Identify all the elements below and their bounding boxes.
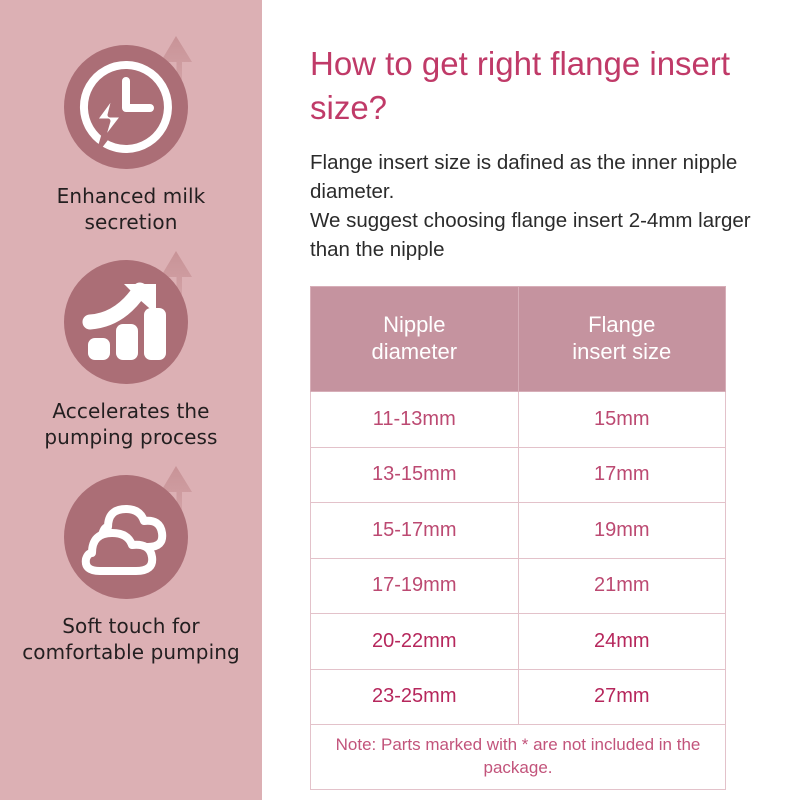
cell-nipple-diameter: 20-22mm <box>310 613 519 670</box>
cloud-icon <box>81 505 167 576</box>
feature-label: Accelerates the pumping process <box>44 399 218 449</box>
cell-flange-insert-size: 19mm <box>517 502 726 559</box>
table-row: 11-13mm 15mm <box>310 391 726 448</box>
feature-accelerates-pumping: Accelerates the pumping process <box>0 245 262 450</box>
table-row: 23-25mm 27mm <box>310 668 726 725</box>
column-header-flange-insert-size: Flange insert size <box>517 286 726 392</box>
table-header: Nipple diameter Flange insert size <box>310 286 726 392</box>
column-header-nipple-diameter: Nipple diameter <box>310 286 519 392</box>
feature-icon-wrap <box>46 460 216 610</box>
cell-nipple-diameter: 17-19mm <box>310 557 519 614</box>
content-panel: How to get right flange insert size? Fla… <box>262 0 800 800</box>
cell-flange-insert-size: 17mm <box>517 446 726 503</box>
upward-arrow-icon <box>160 36 192 125</box>
intro-paragraph: Flange insert size is dafined as the inn… <box>310 151 751 262</box>
page-title: How to get right flange insert size? <box>310 45 731 126</box>
feature-enhanced-milk-secretion: Enhanced milk secretion <box>0 30 262 235</box>
growth-chart-arrow-icon <box>82 282 166 361</box>
cell-flange-insert-size: 21mm <box>517 557 726 614</box>
cell-nipple-diameter: 15-17mm <box>310 502 519 559</box>
feature-label: Soft touch for comfortable pumping <box>22 614 240 664</box>
table-row: 17-19mm 21mm <box>310 557 726 614</box>
cell-flange-insert-size: 27mm <box>517 668 726 725</box>
upward-arrow-icon <box>160 466 192 556</box>
feature-label: Enhanced milk secretion <box>56 184 206 234</box>
features-sidebar: Enhanced milk secretion <box>0 0 262 800</box>
table-row: 20-22mm 24mm <box>310 613 726 670</box>
cell-flange-insert-size: 15mm <box>517 391 726 448</box>
table-body: 11-13mm 15mm 13-15mm 17mm 15-17mm 19mm 1… <box>310 391 726 725</box>
table-header-row: Nipple diameter Flange insert size <box>310 286 726 392</box>
cell-nipple-diameter: 13-15mm <box>310 446 519 503</box>
cell-nipple-diameter: 23-25mm <box>310 668 519 725</box>
flange-size-table: Nipple diameter Flange insert size 11-13… <box>310 286 726 790</box>
table-row: 13-15mm 17mm <box>310 446 726 503</box>
table-note-row: Note: Parts marked with * are not includ… <box>310 724 726 790</box>
cell-flange-insert-size: 24mm <box>517 613 726 670</box>
table-note: Note: Parts marked with * are not includ… <box>310 724 726 790</box>
cell-nipple-diameter: 11-13mm <box>310 391 519 448</box>
table-footer: Note: Parts marked with * are not includ… <box>310 724 726 790</box>
feature-icon-wrap <box>46 245 216 395</box>
clock-lightning-icon <box>79 61 172 153</box>
feature-soft-touch: Soft touch for comfortable pumping <box>0 460 262 665</box>
feature-icon-wrap <box>46 30 216 180</box>
upward-arrow-icon <box>160 251 192 341</box>
table-row: 15-17mm 19mm <box>310 502 726 559</box>
